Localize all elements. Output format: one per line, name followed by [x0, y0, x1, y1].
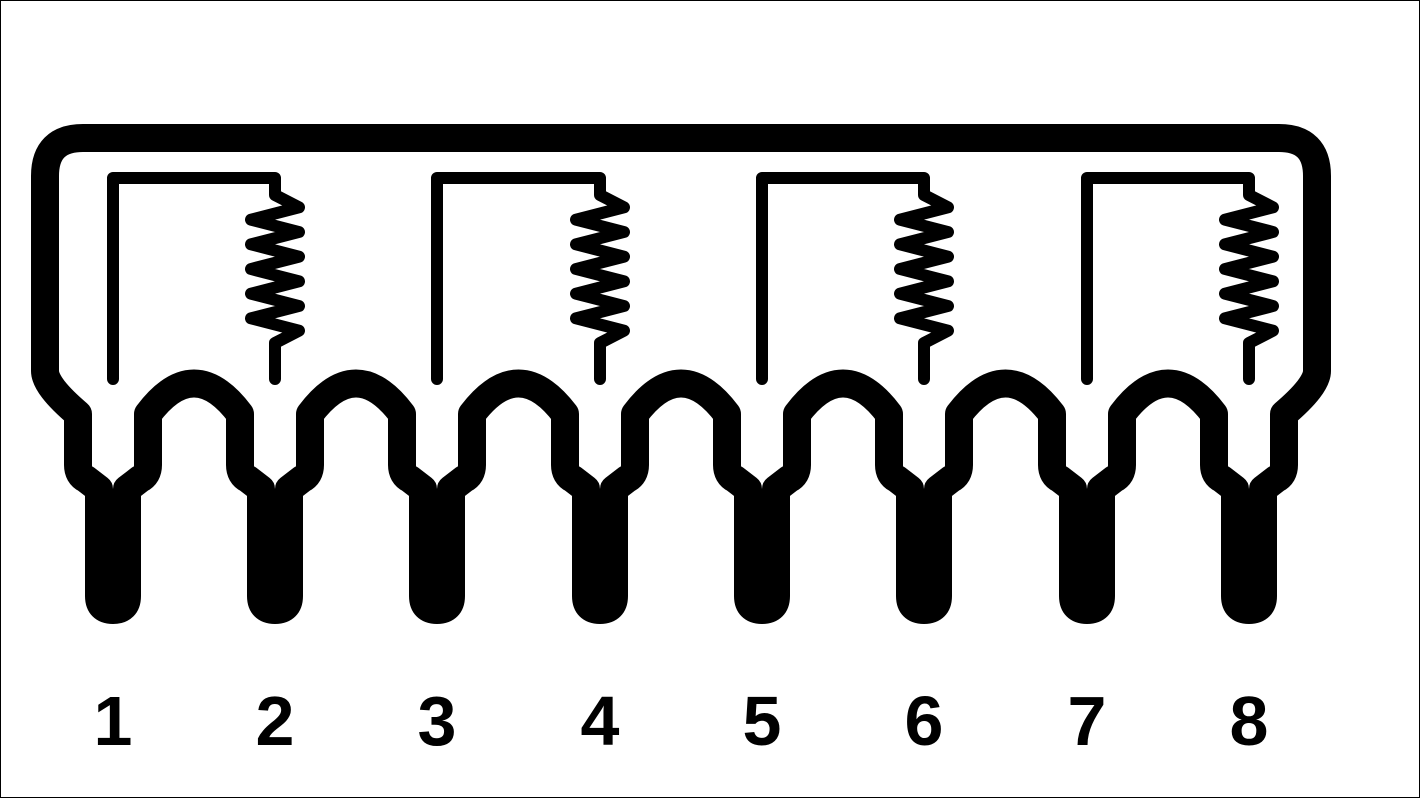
- pin-label-3: 3: [418, 682, 457, 760]
- pin-label-6: 6: [905, 682, 944, 760]
- pin-label-7: 7: [1068, 682, 1107, 760]
- pin-label-1: 1: [94, 682, 133, 760]
- pin-label-2: 2: [256, 682, 295, 760]
- pin-label-5: 5: [743, 682, 782, 760]
- package-outline: [45, 138, 1317, 610]
- pin-label-4: 4: [581, 682, 620, 760]
- pin-label-8: 8: [1230, 682, 1269, 760]
